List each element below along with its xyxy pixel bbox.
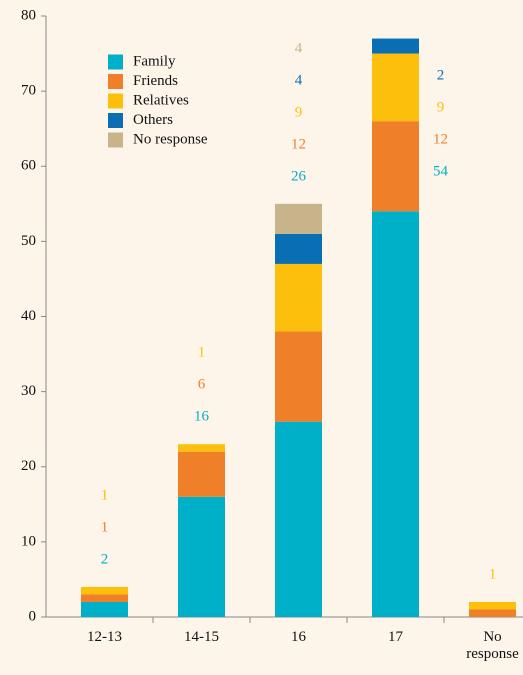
data-label: 12 — [433, 131, 448, 147]
bar-segment — [275, 331, 322, 422]
bar-segment — [81, 586, 128, 595]
bar-segment — [178, 451, 225, 497]
y-tick-label: 10 — [21, 533, 36, 549]
bar-segment — [81, 594, 128, 602]
bar-segment — [275, 233, 322, 264]
legend-swatch — [108, 74, 123, 89]
legend-label: Friends — [133, 73, 178, 89]
legend-swatch — [108, 132, 123, 148]
y-tick-label: 60 — [21, 158, 36, 174]
data-label: 12 — [291, 136, 306, 152]
bar-segment — [81, 601, 128, 617]
bar-segment — [372, 38, 419, 54]
x-tick-label: No response — [466, 629, 519, 662]
data-label: 54 — [433, 163, 449, 179]
bar-segment — [275, 203, 322, 234]
bar-segment — [178, 496, 225, 617]
data-label: 4 — [295, 40, 303, 56]
bar-segment — [275, 263, 322, 332]
data-label: 2 — [437, 67, 445, 83]
data-label: 1 — [101, 487, 109, 503]
legend-swatch — [108, 113, 123, 128]
bar-segment — [469, 609, 516, 617]
legend-label: Others — [133, 112, 173, 128]
x-tick-label: 14-15 — [184, 629, 219, 645]
y-tick-label: 0 — [29, 608, 37, 624]
y-tick-label: 50 — [21, 233, 36, 249]
x-tick-label: 16 — [291, 629, 306, 645]
y-tick-label: 70 — [21, 83, 36, 99]
bar-segment — [372, 53, 419, 122]
data-label: 9 — [295, 104, 303, 120]
data-label: 26 — [291, 168, 307, 184]
x-tick-label: 12-13 — [87, 629, 122, 645]
data-label: 1 — [489, 566, 497, 582]
legend-label: Relatives — [133, 92, 189, 108]
bar-segment — [372, 211, 419, 617]
y-tick-label: 20 — [21, 458, 36, 474]
data-label: 1 — [198, 345, 206, 361]
x-tick-label: 17 — [388, 629, 403, 645]
y-tick-label: 80 — [21, 7, 36, 23]
bar-segment — [275, 421, 322, 617]
data-label: 4 — [295, 72, 303, 88]
bar-segment — [178, 444, 225, 452]
data-label: 2 — [101, 551, 109, 567]
legend-swatch — [108, 93, 123, 109]
legend-swatch — [108, 54, 123, 70]
data-label: 16 — [194, 409, 210, 425]
y-tick-label: 30 — [21, 383, 36, 399]
data-label: 6 — [198, 377, 206, 393]
bar-segment — [372, 121, 419, 212]
bar-segment — [469, 601, 516, 610]
legend-label: Family — [133, 53, 176, 69]
y-tick-label: 40 — [21, 308, 36, 324]
data-label: 1 — [101, 519, 109, 535]
data-label: 9 — [437, 99, 445, 115]
legend-label: No response — [133, 131, 208, 147]
